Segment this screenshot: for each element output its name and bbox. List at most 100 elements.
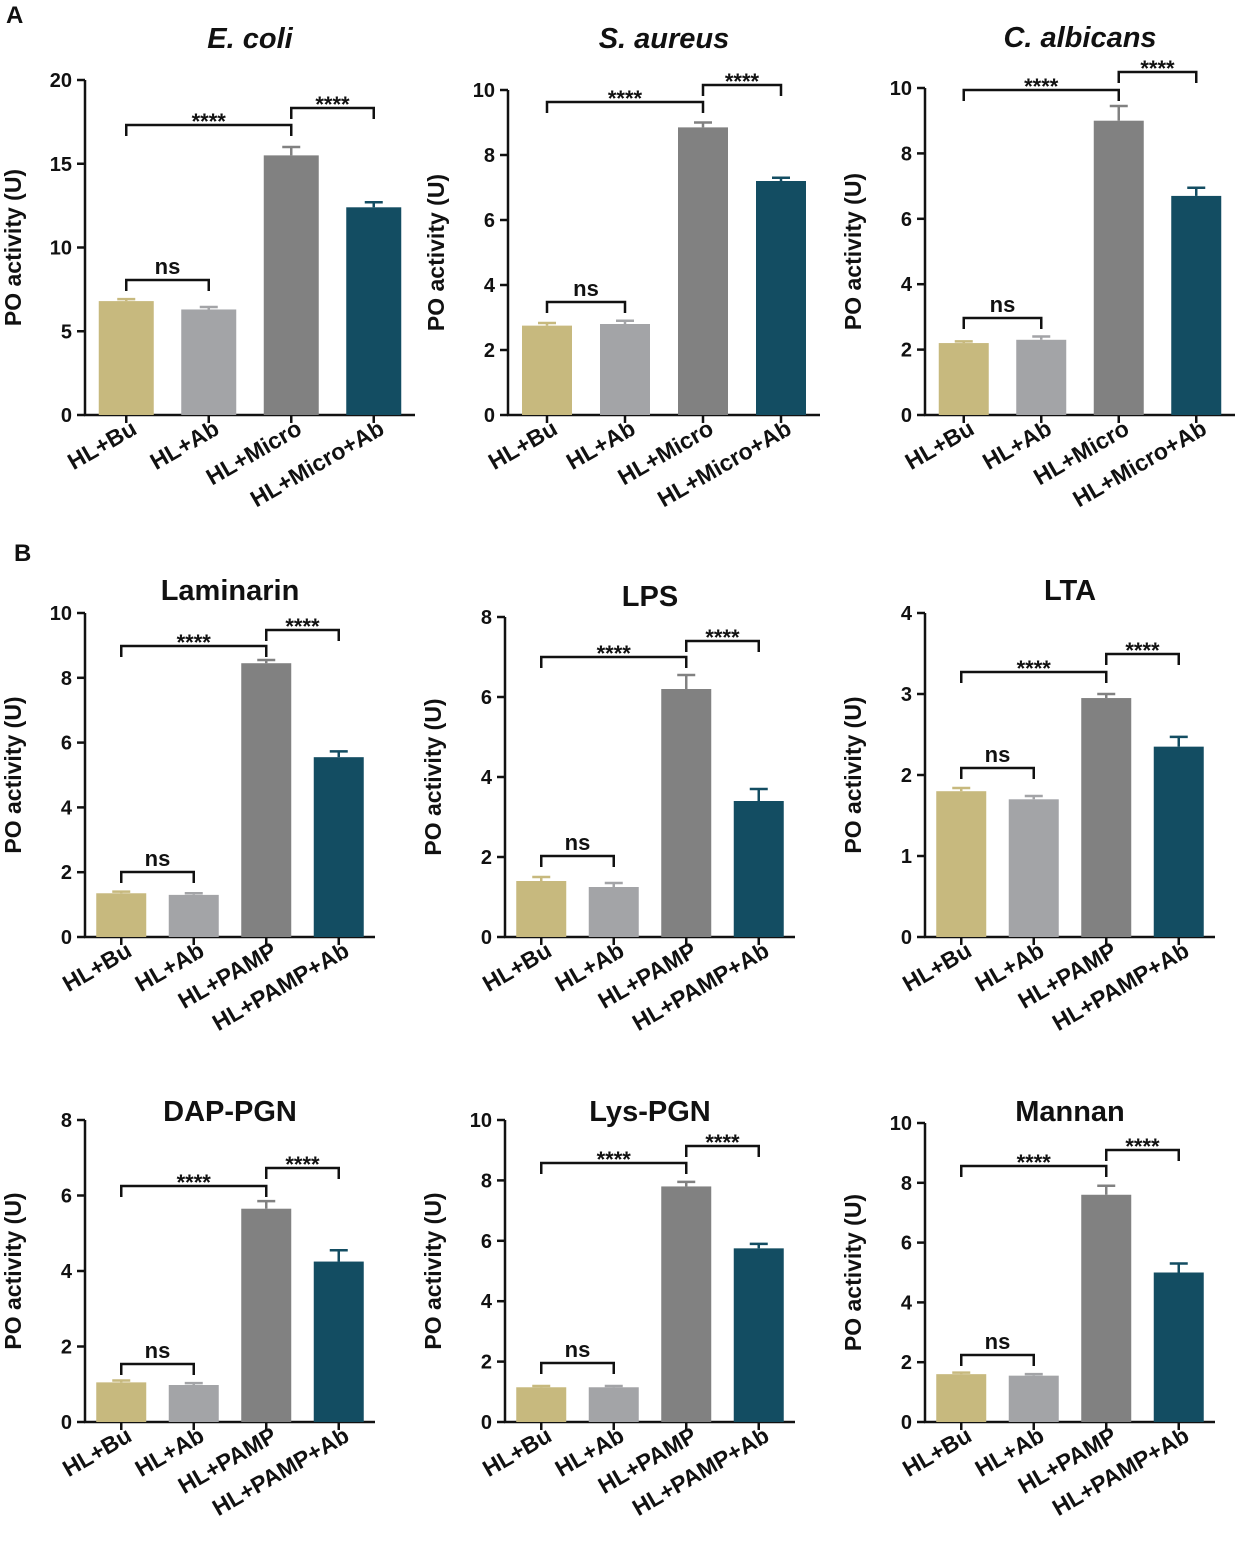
- chart9-y-tick-label: 6: [901, 1233, 912, 1255]
- chart4-sig-bracket: [265, 628, 340, 641]
- chart3-sig-label: ****: [1140, 56, 1175, 81]
- chart5-y-tick-label: 0: [481, 927, 492, 949]
- chart3-y-tick-label: 8: [901, 143, 912, 165]
- chart1-sig-label: ****: [315, 92, 350, 117]
- chart3-x-tick-label: HL+Bu: [901, 415, 979, 475]
- chart4-sig-bracket: [120, 870, 195, 883]
- chart7-bar: [96, 1382, 147, 1422]
- chart2-bar: [600, 324, 650, 415]
- chart2-sig-label: ns: [573, 276, 599, 301]
- chart5-sig-label: ****: [705, 625, 740, 650]
- chart7-title: DAP-PGN: [163, 1096, 297, 1128]
- chart3-bar: [1093, 120, 1144, 415]
- chart9-y-tick-label: 4: [901, 1292, 913, 1314]
- chart9-sig-label: ****: [1125, 1134, 1160, 1159]
- chart3-ylabel: PO activity (U): [840, 173, 866, 330]
- chart8-sig-label: ****: [597, 1147, 632, 1172]
- chart6-bar: [1008, 799, 1059, 937]
- chart1-bar: [263, 155, 319, 415]
- chart1-bar: [181, 309, 237, 415]
- chart5-sig-bracket: [685, 639, 760, 652]
- chart2-sig-bracket: [701, 83, 783, 96]
- chart8-y-tick-label: 6: [481, 1231, 492, 1253]
- chart9-y-tick-label: 0: [901, 1412, 912, 1434]
- chart2-title: S. aureus: [599, 23, 730, 55]
- chart2-x-tick-label: HL+Bu: [484, 415, 562, 475]
- chart4-y-tick-label: 2: [61, 862, 72, 884]
- chart2-sig-label: ****: [725, 69, 760, 94]
- chart1-sig-bracket: [125, 123, 293, 136]
- chart7-y-tick-label: 2: [61, 1337, 72, 1359]
- chart4-sig-label: ****: [285, 614, 320, 639]
- chart9-bar: [936, 1374, 987, 1422]
- chart3-bar: [938, 343, 989, 415]
- chart2-sig-bracket: [545, 300, 627, 313]
- chart5-y-tick-label: 8: [481, 607, 492, 629]
- chart7-sig-label: ****: [177, 1170, 212, 1195]
- chart1-title: E. coli: [207, 23, 293, 55]
- chart8-y-tick-label: 0: [481, 1412, 492, 1434]
- chart6-bar: [936, 791, 987, 937]
- chart1-bar: [98, 301, 154, 415]
- chart3-y-tick-label: 10: [890, 78, 912, 100]
- chart6-y-tick-label: 0: [901, 927, 912, 949]
- chart7-y-tick-label: 6: [61, 1186, 72, 1208]
- chart5-y-tick-label: 2: [481, 847, 492, 869]
- chart1-y-tick-label: 5: [61, 321, 72, 343]
- chart6-bar: [1081, 698, 1132, 937]
- chart3-sig-bracket: [962, 316, 1043, 329]
- chart1-y-tick-label: 10: [50, 238, 72, 260]
- chart7-ylabel: PO activity (U): [0, 1192, 26, 1349]
- chart2-y-tick-label: 0: [484, 405, 495, 427]
- chart8-bar: [661, 1186, 712, 1422]
- chart9-sig-label: ns: [985, 1329, 1011, 1354]
- chart7-y-tick-label: 0: [61, 1412, 72, 1434]
- chart6-sig-label: ****: [1017, 656, 1052, 681]
- chart8-ylabel: PO activity (U): [420, 1192, 446, 1349]
- chart8-bar: [733, 1248, 784, 1422]
- chart7-sig-label: ****: [285, 1152, 320, 1177]
- chart3-title: C. albicans: [1003, 22, 1156, 54]
- chart6-sig-label: ns: [985, 742, 1011, 767]
- chart4-bar: [168, 894, 219, 937]
- chart8-sig-bracket: [540, 1161, 688, 1174]
- chart5-ylabel: PO activity (U): [420, 698, 446, 855]
- chart3-x-tick-label: HL+Micro+Ab: [1068, 415, 1210, 512]
- chart9-title: Mannan: [1015, 1096, 1125, 1128]
- chart4-title: Laminarin: [161, 575, 300, 607]
- chart6-bar: [1153, 746, 1204, 937]
- chart1-y-tick-label: 15: [50, 154, 72, 176]
- chart8-sig-bracket: [540, 1361, 615, 1374]
- chart8-bar: [588, 1387, 639, 1422]
- chart2-y-tick-label: 6: [484, 210, 495, 232]
- chart8-y-tick-label: 2: [481, 1352, 492, 1374]
- chart4-y-tick-label: 0: [61, 927, 72, 949]
- chart5-sig-bracket: [540, 854, 615, 867]
- chart9-sig-bracket: [960, 1353, 1035, 1366]
- chart2-y-tick-label: 2: [484, 340, 495, 362]
- chart1-sig-bracket: [125, 278, 210, 291]
- chart8-title: Lys-PGN: [589, 1096, 710, 1128]
- chart2-bar: [756, 181, 806, 415]
- chart9-y-tick-label: 8: [901, 1173, 912, 1195]
- chart7-bar: [168, 1385, 219, 1422]
- chart5-bar: [588, 887, 639, 937]
- chart3-y-tick-label: 0: [901, 405, 912, 427]
- chart1-sig-label: ****: [192, 109, 227, 134]
- chart1-sig-label: ns: [155, 254, 181, 279]
- chart8-sig-bracket: [685, 1144, 760, 1157]
- chart9-bar: [1081, 1194, 1132, 1422]
- chart7-bar: [241, 1208, 292, 1422]
- chart4-bar: [241, 663, 292, 937]
- chart6-y-tick-label: 1: [901, 846, 912, 868]
- chart2-x-tick-label: HL+Micro+Ab: [653, 415, 795, 512]
- chart4-y-tick-label: 6: [61, 733, 72, 755]
- chart5-y-tick-label: 4: [481, 767, 493, 789]
- chart2-y-tick-label: 4: [484, 275, 496, 297]
- chart6-title: LTA: [1044, 575, 1096, 607]
- chart5-bar: [661, 689, 712, 937]
- chart5-title: LPS: [622, 581, 678, 613]
- chart7-sig-bracket: [120, 1184, 268, 1197]
